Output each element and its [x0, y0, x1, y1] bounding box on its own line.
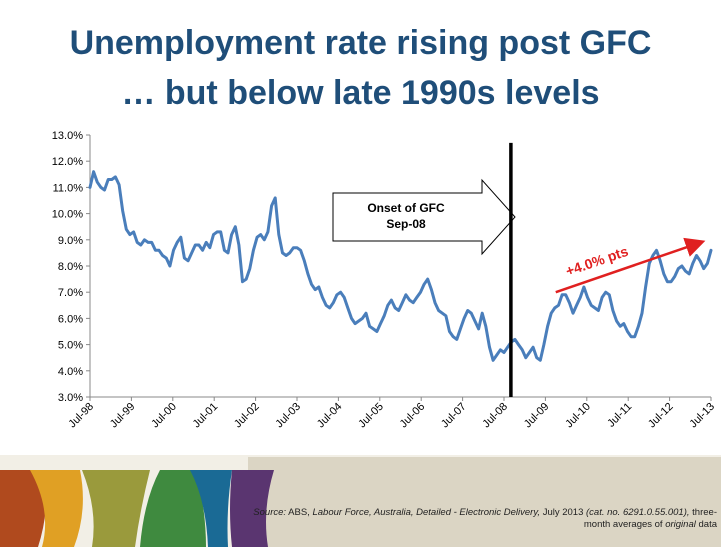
- source-label: Source:: [253, 507, 287, 518]
- x-tick-label: Jul-11: [605, 401, 634, 430]
- x-tick-label: Jul-09: [522, 401, 552, 431]
- x-tick-label: Jul-04: [315, 401, 345, 431]
- y-tick-label: 4.0%: [58, 366, 83, 378]
- x-tick-label: Jul-98: [66, 401, 96, 431]
- y-tick-label: 9.0%: [58, 235, 83, 247]
- x-axis-ticks: Jul-98 Jul-99 Jul-00 Jul-01 Jul-02 Jul-03 Jul-…: [66, 397, 717, 430]
- deco-band-gold: [30, 470, 83, 547]
- x-tick-label: Jul-01: [191, 401, 221, 431]
- x-tick-label: Jul-99: [108, 401, 138, 431]
- chart-title-line1: Unemployment rate rising post GFC: [69, 24, 652, 62]
- source-note: Source: ABS, Labour Force, Australia, De…: [247, 507, 717, 531]
- source-org: ABS,: [288, 507, 310, 518]
- x-tick-label: Jul-12: [646, 401, 676, 431]
- y-tick-label: 13.0%: [52, 130, 83, 142]
- footer-panel: [248, 457, 721, 547]
- gfc-arrow-shape: [332, 178, 516, 256]
- x-tick-label: Jul-13: [687, 401, 717, 431]
- gfc-callout: Onset of GFC Sep-08: [332, 178, 516, 256]
- gfc-callout-line2: Sep-08: [386, 217, 426, 231]
- y-tick-label: 7.0%: [58, 287, 83, 299]
- deco-band-orange: [0, 470, 47, 547]
- y-tick-label: 11.0%: [53, 182, 84, 194]
- deco-band-blue: [190, 470, 232, 547]
- x-tick-label: Jul-03: [273, 401, 303, 431]
- deco-band-purple: [230, 470, 274, 547]
- x-tick-label: Jul-08: [480, 401, 510, 431]
- y-axis-ticks: 3.0% 4.0% 5.0% 6.0% 7.0% 8.0% 9.0% 10.0% 11.0% 12…: [52, 130, 90, 404]
- x-tick-label: Jul-00: [149, 401, 179, 431]
- x-tick-label: Jul-10: [563, 401, 593, 431]
- source-date: July 2013: [542, 507, 584, 518]
- decorative-color-bands: [0, 470, 274, 547]
- y-tick-label: 8.0%: [58, 261, 83, 273]
- chart-axes: [89, 135, 711, 398]
- y-tick-label: 6.0%: [58, 313, 83, 325]
- source-note-post: data: [698, 519, 718, 530]
- y-tick-label: 5.0%: [58, 340, 83, 352]
- source-note-pre: three-month averages of: [583, 507, 717, 530]
- y-tick-label: 3.0%: [58, 392, 83, 404]
- trend-label: +4.0% pts: [564, 243, 631, 279]
- chart-title-line2: … but below late 1990s levels: [121, 74, 600, 112]
- x-tick-label: Jul-05: [356, 401, 386, 431]
- source-note-em: original: [665, 519, 696, 530]
- series-line: [88, 170, 713, 362]
- source-cat: (cat. no. 6291.0.55.001),: [586, 507, 690, 518]
- gfc-callout-line1: Onset of GFC: [367, 201, 445, 215]
- y-tick-label: 12.0%: [52, 156, 83, 168]
- trend-arrow: [555, 237, 706, 294]
- series-layer: [88, 170, 713, 362]
- source-title: Labour Force, Australia, Detailed - Elec…: [312, 507, 541, 518]
- y-tick-label: 10.0%: [52, 209, 83, 221]
- deco-band-green: [140, 470, 206, 547]
- deco-band-olive: [82, 470, 150, 547]
- x-tick-label: Jul-02: [232, 401, 262, 431]
- x-tick-label: Jul-06: [398, 401, 428, 431]
- x-tick-label: Jul-07: [439, 401, 469, 431]
